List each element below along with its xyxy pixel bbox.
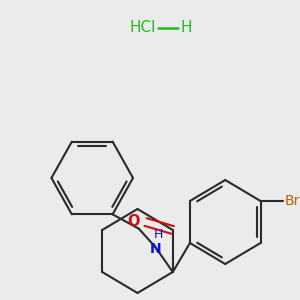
Text: H: H bbox=[154, 227, 163, 241]
Text: N: N bbox=[149, 242, 161, 256]
Text: H: H bbox=[181, 20, 192, 35]
Text: HCl: HCl bbox=[129, 20, 155, 35]
Text: Br: Br bbox=[285, 194, 300, 208]
Text: O: O bbox=[128, 214, 140, 230]
